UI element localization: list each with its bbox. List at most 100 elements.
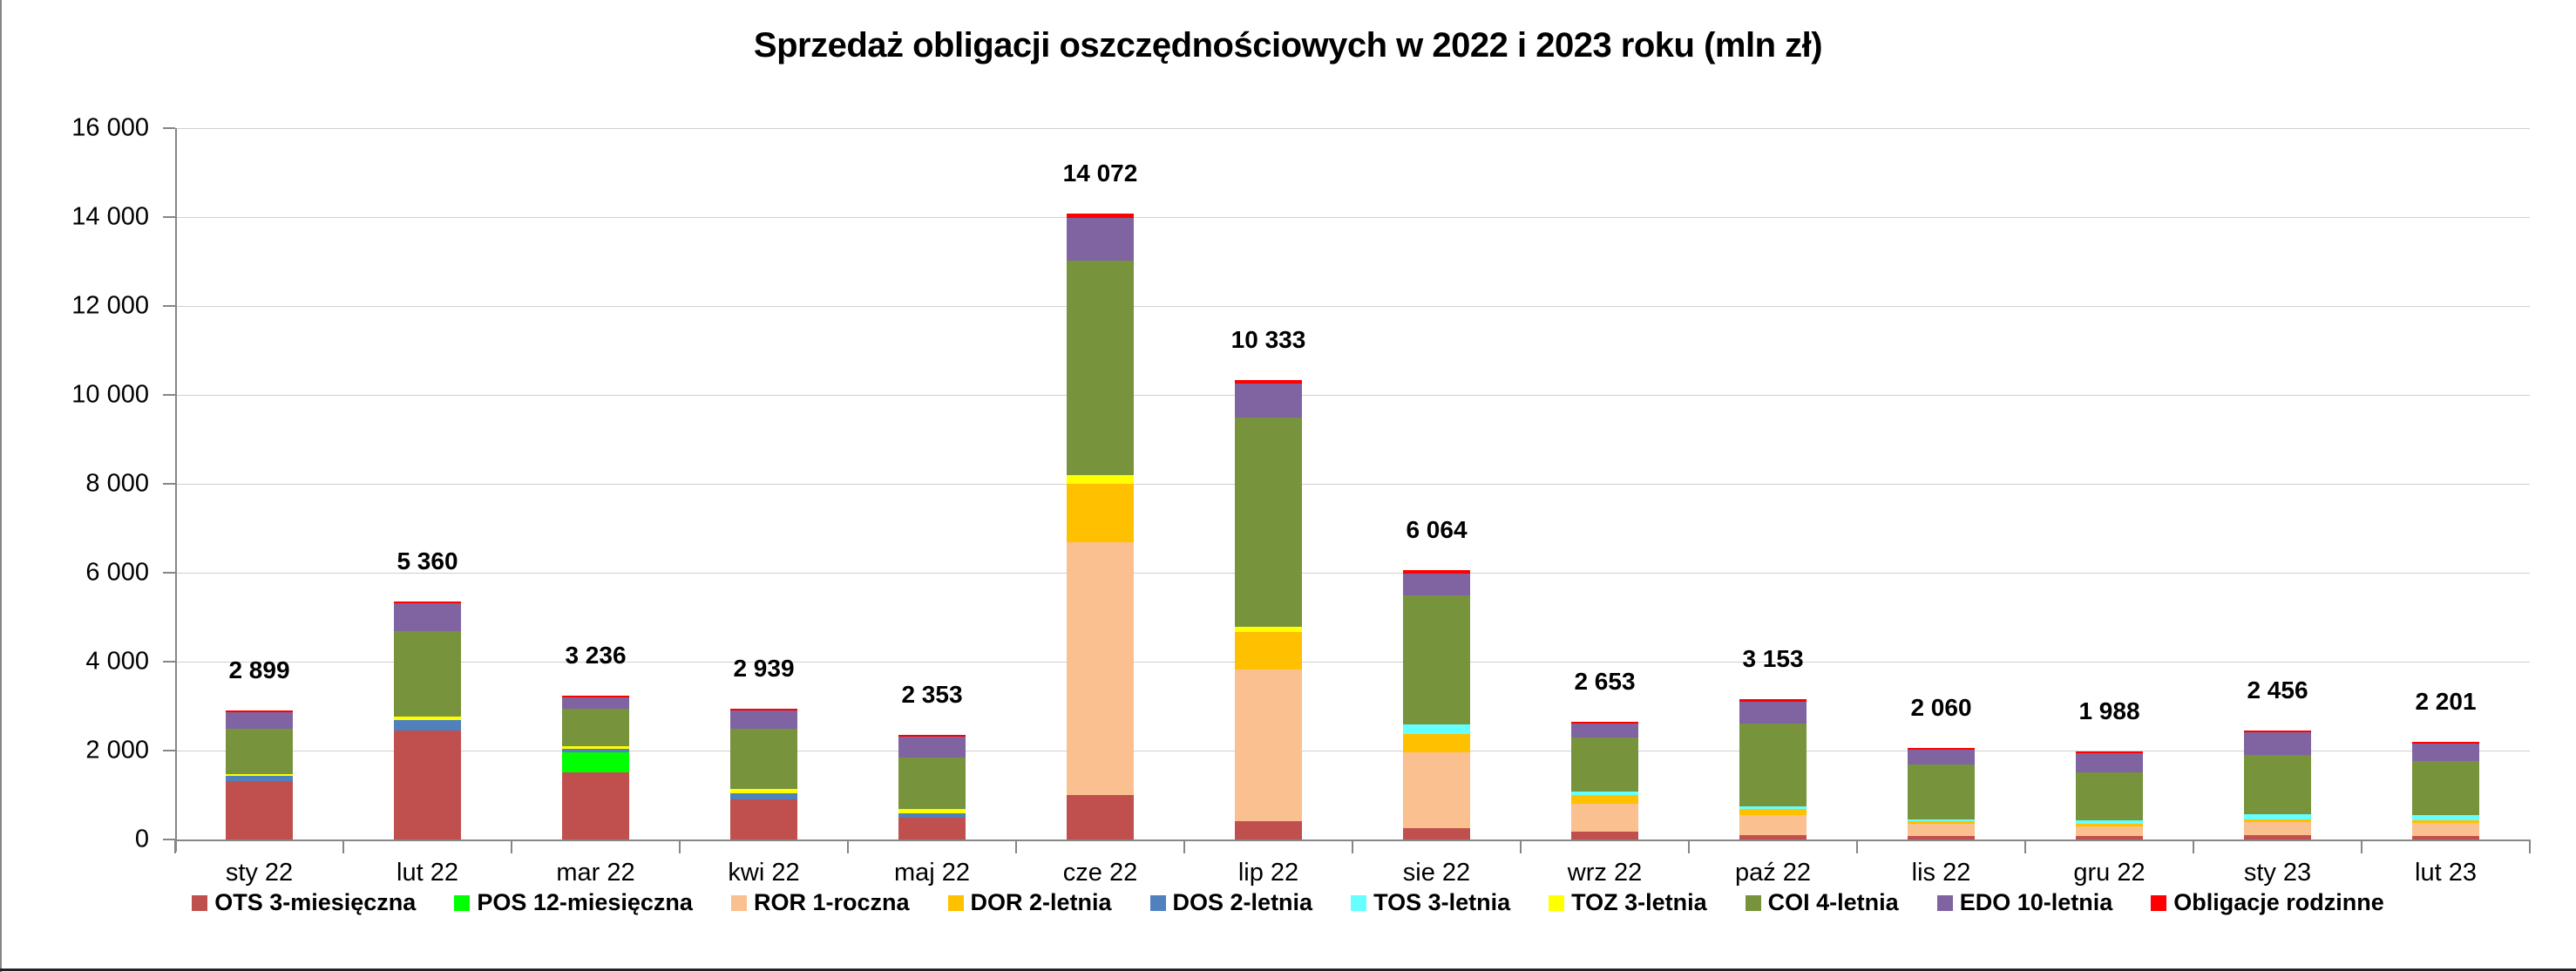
total-data-label: 2 939	[733, 655, 795, 683]
bar-segment	[1235, 821, 1302, 839]
total-data-label: 5 360	[397, 547, 458, 574]
y-tick-label: 0	[134, 825, 149, 853]
bar-segment	[394, 631, 461, 717]
x-category-label: lis 22	[1911, 859, 1971, 887]
x-tick	[511, 839, 512, 853]
bar-segment	[1403, 574, 1470, 596]
x-category-label: gru 22	[2073, 859, 2146, 887]
bar-segment	[1739, 835, 1807, 839]
gridline	[175, 662, 2530, 663]
bar-segment	[226, 729, 293, 775]
x-category-label: paź 22	[1734, 859, 1812, 887]
bar-segment	[1067, 261, 1134, 476]
y-tick	[163, 216, 175, 218]
bar-segment	[2412, 815, 2479, 821]
legend-label: POS 12-miesięczna	[477, 889, 693, 915]
y-tick	[163, 394, 175, 396]
x-tick	[2024, 839, 2026, 853]
bar-segment	[1235, 670, 1302, 821]
x-category-label: maj 22	[893, 859, 971, 887]
legend-swatch-icon	[1149, 894, 1166, 911]
bar-segment	[2244, 835, 2311, 839]
bar-segment	[2244, 822, 2311, 836]
total-data-label: 2 201	[2415, 687, 2477, 715]
bar-segment	[2412, 836, 2479, 839]
y-tick	[163, 483, 175, 485]
y-tick-label: 14 000	[71, 202, 149, 231]
bar-segment	[2076, 751, 2143, 754]
stacked-bar	[562, 696, 629, 839]
legend-label: Obligacje rodzinne	[2173, 889, 2384, 915]
bar-segment	[1067, 484, 1134, 543]
plot-area: 0 2 000 4 000 6 000 8 000 10 000 12 000 14 000 1…	[71, 114, 2531, 887]
legend-label: DOS 2-letnia	[1172, 889, 1313, 915]
legend-item: Obligacje rodzinne	[2151, 889, 2384, 916]
bar-segment	[1067, 475, 1134, 485]
x-tick	[1352, 839, 1353, 853]
legend-swatch-icon	[2151, 894, 2167, 911]
bar-segment	[1067, 218, 1134, 262]
stacked-bar	[2244, 730, 2311, 839]
legend-swatch-icon	[1745, 894, 1761, 911]
legend-label: TOS 3-letnia	[1373, 889, 1511, 915]
bar-segment	[2244, 730, 2311, 733]
y-tick-label: 10 000	[71, 380, 149, 409]
bar-segment	[1403, 724, 1470, 734]
legend-item: ROR 1-roczna	[730, 889, 910, 916]
legend: OTS 3-miesięczna POS 12-miesięczna ROR 1-r…	[0, 889, 2576, 916]
bar-segment	[394, 731, 461, 839]
bar-segment	[1571, 737, 1638, 792]
y-tick-label: 8 000	[85, 469, 149, 498]
legend-swatch-icon	[454, 894, 471, 911]
x-tick	[1183, 839, 1185, 853]
bar-segment	[2412, 741, 2479, 744]
bar-segment	[2412, 823, 2479, 837]
bar-segment	[898, 758, 966, 810]
y-tick	[163, 661, 175, 663]
x-category-label: lut 23	[2415, 859, 2477, 887]
bar-segment	[1403, 569, 1470, 574]
bar-segment	[730, 710, 797, 730]
bar-segment	[1908, 765, 1975, 820]
x-tick	[679, 839, 681, 853]
stacked-bar	[898, 735, 966, 839]
legend-item: TOZ 3-letnia	[1549, 889, 1707, 916]
bar-segment	[562, 709, 629, 747]
x-category-label: cze 22	[1062, 859, 1138, 887]
legend-item: TOS 3-letnia	[1351, 889, 1510, 916]
bar-segment	[730, 709, 797, 711]
total-data-label: 2 899	[228, 656, 290, 684]
bar-segment	[1739, 702, 1807, 724]
y-tick	[163, 305, 175, 307]
bar-segment	[226, 712, 293, 730]
bar-segment	[2244, 732, 2311, 756]
x-category-label: mar 22	[556, 859, 635, 887]
bar-segment	[898, 735, 966, 737]
x-category-label: sie 22	[1402, 859, 1471, 887]
bar-segment	[1403, 595, 1470, 725]
total-data-label: 6 064	[1406, 515, 1468, 543]
bar-segment	[1235, 380, 1302, 384]
legend-label: OTS 3-miesięczna	[214, 889, 417, 915]
bar-segment	[1908, 750, 1975, 765]
bar-segment	[1571, 795, 1638, 805]
bar-segment	[730, 793, 797, 799]
bar-segment	[1908, 821, 1975, 825]
bar-segment	[2076, 820, 2143, 825]
bar-segment	[226, 710, 293, 713]
bar-segment	[1908, 747, 1975, 751]
bar-segment	[1067, 795, 1134, 839]
gridline	[175, 128, 2530, 129]
stacked-bar	[2076, 751, 2143, 839]
legend-item: POS 12-miesięczna	[454, 889, 693, 916]
chart-border-bottom	[0, 969, 2576, 971]
bar-segment	[562, 746, 629, 750]
bar-segment	[2244, 814, 2311, 820]
bar-segment	[2076, 824, 2143, 827]
bar-segment	[1908, 819, 1975, 822]
x-category-label: lut 22	[397, 859, 458, 887]
total-data-label: 10 333	[1230, 326, 1306, 354]
stacked-bar	[1571, 721, 1638, 839]
bar-segment	[394, 720, 461, 731]
legend-swatch-icon	[1351, 894, 1367, 911]
